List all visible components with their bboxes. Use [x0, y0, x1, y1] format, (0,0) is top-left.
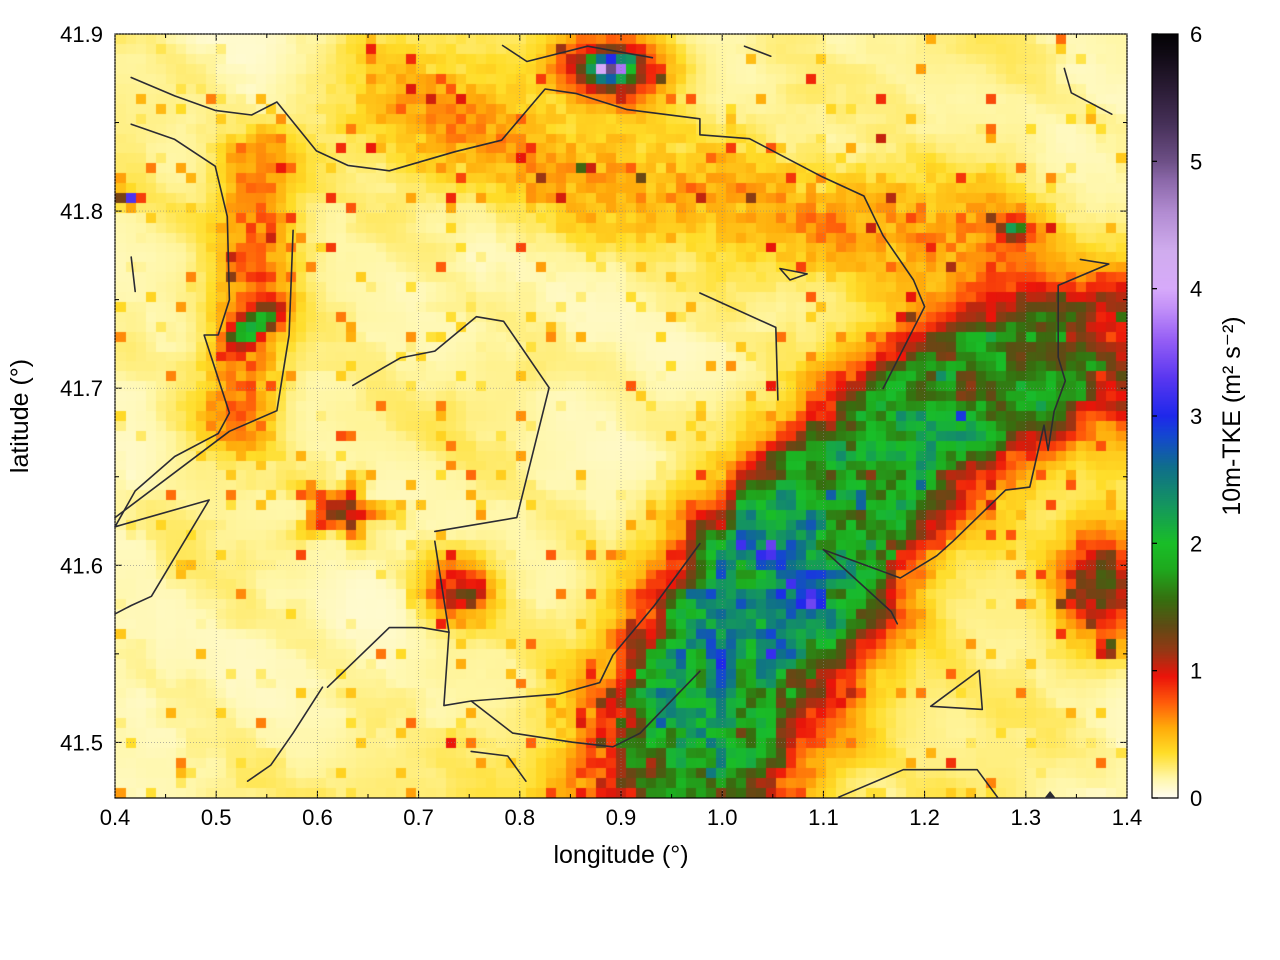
svg-text:10m-TKE (m² s⁻²): 10m-TKE (m² s⁻²) — [1218, 316, 1246, 515]
svg-text:1: 1 — [1190, 659, 1202, 684]
svg-text:41.5: 41.5 — [60, 730, 103, 755]
svg-text:2: 2 — [1190, 531, 1202, 556]
svg-text:0.9: 0.9 — [606, 805, 637, 830]
svg-text:41.8: 41.8 — [60, 199, 103, 224]
svg-text:1.1: 1.1 — [808, 805, 839, 830]
svg-text:longitude (°): longitude (°) — [553, 841, 688, 869]
svg-text:0.6: 0.6 — [302, 805, 333, 830]
svg-text:1.0: 1.0 — [707, 805, 738, 830]
svg-text:41.9: 41.9 — [60, 22, 103, 47]
svg-text:0.4: 0.4 — [100, 805, 131, 830]
svg-text:1.4: 1.4 — [1112, 805, 1143, 830]
svg-text:1.2: 1.2 — [909, 805, 940, 830]
svg-text:4: 4 — [1190, 277, 1202, 302]
svg-text:0.5: 0.5 — [201, 805, 232, 830]
svg-text:41.6: 41.6 — [60, 553, 103, 578]
svg-text:0.8: 0.8 — [505, 805, 536, 830]
svg-text:0: 0 — [1190, 786, 1202, 811]
svg-text:5: 5 — [1190, 149, 1202, 174]
svg-text:41.7: 41.7 — [60, 376, 103, 401]
svg-text:6: 6 — [1190, 22, 1202, 47]
svg-text:0.7: 0.7 — [403, 805, 434, 830]
svg-text:latitude (°): latitude (°) — [6, 359, 34, 473]
svg-text:1.3: 1.3 — [1011, 805, 1042, 830]
svg-text:3: 3 — [1190, 404, 1202, 429]
